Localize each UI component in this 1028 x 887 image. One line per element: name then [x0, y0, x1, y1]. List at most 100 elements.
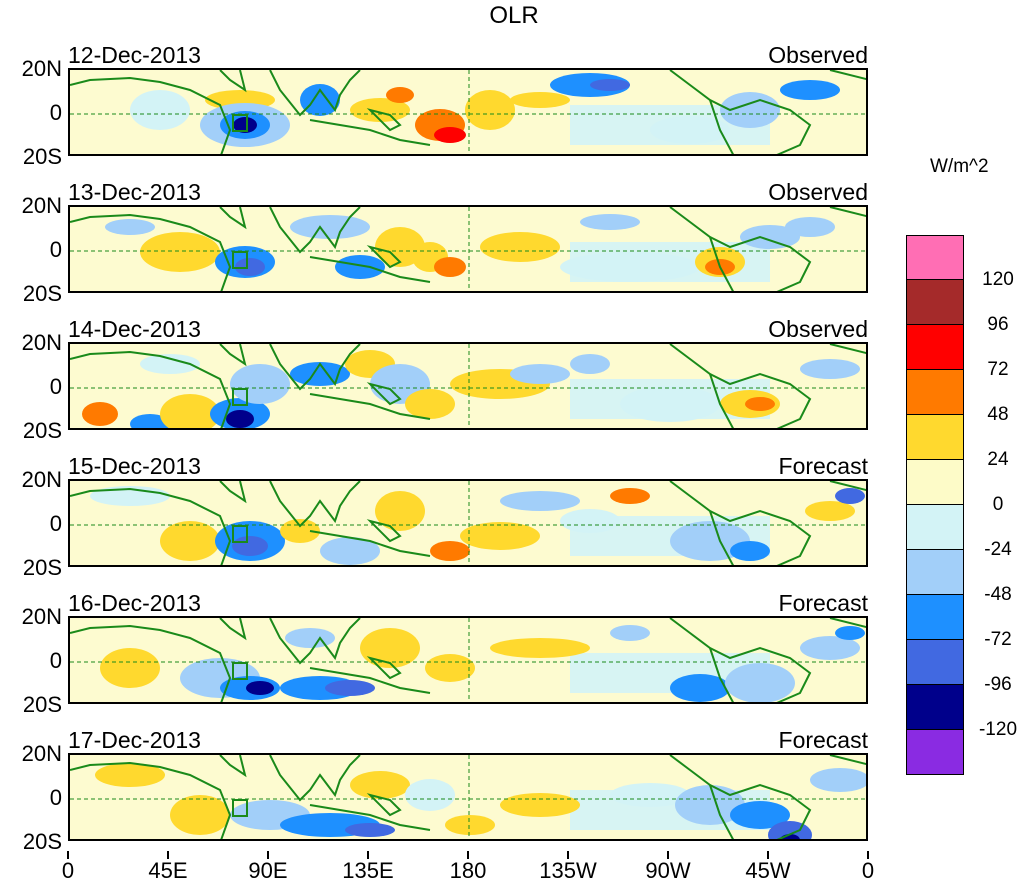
coastline [219, 70, 247, 93]
latitude-label: 20S [22, 281, 62, 306]
anomaly-contour [405, 389, 455, 419]
anomaly-contour [745, 397, 775, 411]
coastline [366, 382, 402, 406]
latitude-label: 20S [22, 418, 62, 443]
anomaly-contour [140, 232, 220, 272]
coastline [366, 519, 402, 543]
colorbar-swatch [906, 370, 964, 415]
anomaly-contour [82, 402, 118, 426]
anomaly-contour [170, 795, 230, 835]
coastline [366, 656, 402, 680]
colorbar-swatch [906, 280, 964, 325]
anomaly-contour [335, 255, 385, 279]
region-box [232, 525, 248, 543]
panel-date: 17-Dec-2013 [68, 727, 201, 753]
olr-panel [68, 342, 868, 430]
colorbar-label: -48 [984, 584, 1012, 605]
coastline [669, 755, 812, 839]
anomaly-contour [785, 217, 835, 237]
colorbar-label: 120 [982, 269, 1014, 290]
latitude-label: 20N [21, 467, 62, 492]
panel-type: Forecast [778, 727, 868, 753]
coastline [366, 245, 402, 269]
anomaly-contour [434, 127, 466, 143]
anomaly-contour [425, 654, 475, 682]
units-label: W/m^2 [930, 156, 989, 177]
coastline [366, 793, 402, 817]
colorbar-swatch [906, 415, 964, 460]
anomaly-contour [320, 537, 380, 565]
coastline [269, 70, 361, 117]
coastline [70, 487, 232, 565]
coastline [269, 755, 361, 802]
panel-type: Observed [768, 42, 868, 68]
coastline [829, 344, 866, 355]
coastline [709, 510, 734, 565]
anomaly-contour [140, 354, 200, 374]
panel-date: 13-Dec-2013 [68, 179, 201, 205]
olr-field [70, 755, 866, 839]
longitude-tick [767, 851, 769, 859]
latitude-label: 20S [22, 692, 62, 717]
coastline [669, 344, 812, 428]
coastline [309, 530, 431, 557]
anomaly-contour [650, 116, 730, 144]
anomaly-contour [375, 491, 425, 531]
anomaly-contour [350, 98, 410, 122]
panel-type: Forecast [778, 590, 868, 616]
anomaly-contour [730, 801, 790, 829]
colorbar-label: 24 [987, 449, 1009, 470]
anomaly-contour [325, 680, 375, 696]
anomaly-contour [490, 638, 590, 658]
anomaly-contour [675, 785, 745, 825]
coastline [269, 481, 361, 528]
anomaly-contour [405, 779, 455, 811]
anomaly-contour [100, 648, 160, 688]
panel-date: 16-Dec-2013 [68, 590, 201, 616]
region-box [232, 251, 248, 269]
coastline [309, 256, 431, 283]
anomaly-contour [430, 541, 470, 561]
anomaly-contour [620, 386, 720, 422]
coastline [269, 207, 361, 254]
anomaly-contour [560, 252, 700, 282]
latitude-label: 20N [21, 604, 62, 629]
olr-field [70, 70, 866, 154]
longitude-tick [367, 851, 369, 859]
anomaly-contour [500, 491, 580, 511]
anomaly-contour [230, 364, 290, 404]
anomaly-contour [730, 541, 770, 561]
colorbar-swatch [906, 730, 964, 775]
anomaly-contour [810, 768, 866, 792]
region-box [232, 388, 248, 406]
longitude-label: 45W [745, 858, 791, 883]
anomaly-contour [725, 663, 795, 702]
longitude-tick [867, 851, 869, 859]
coastline [219, 618, 247, 641]
anomaly-contour [610, 488, 650, 504]
panel-type: Observed [768, 179, 868, 205]
coastline [709, 373, 734, 428]
colorbar-label: -72 [984, 629, 1012, 650]
colorbar-swatch [906, 550, 964, 595]
region-box [232, 114, 248, 132]
anomaly-contour [232, 536, 268, 556]
olr-panel [68, 753, 868, 841]
anomaly-contour [130, 414, 170, 428]
anomaly-contour [780, 834, 800, 839]
colorbar-label: -120 [978, 719, 1018, 740]
coastline [219, 481, 247, 504]
anomaly-contour [350, 771, 410, 799]
coastline [70, 76, 232, 154]
anomaly-contour [510, 92, 570, 108]
anomaly-contour [835, 488, 865, 504]
coastline [219, 207, 247, 230]
coastline [70, 624, 232, 702]
olr-panel [68, 205, 868, 293]
coastline [70, 213, 232, 291]
anomaly-contour [590, 79, 630, 91]
coastline [669, 481, 812, 565]
anomaly-contour [480, 232, 560, 262]
latitude-label: 20S [22, 555, 62, 580]
olr-field [70, 481, 866, 565]
